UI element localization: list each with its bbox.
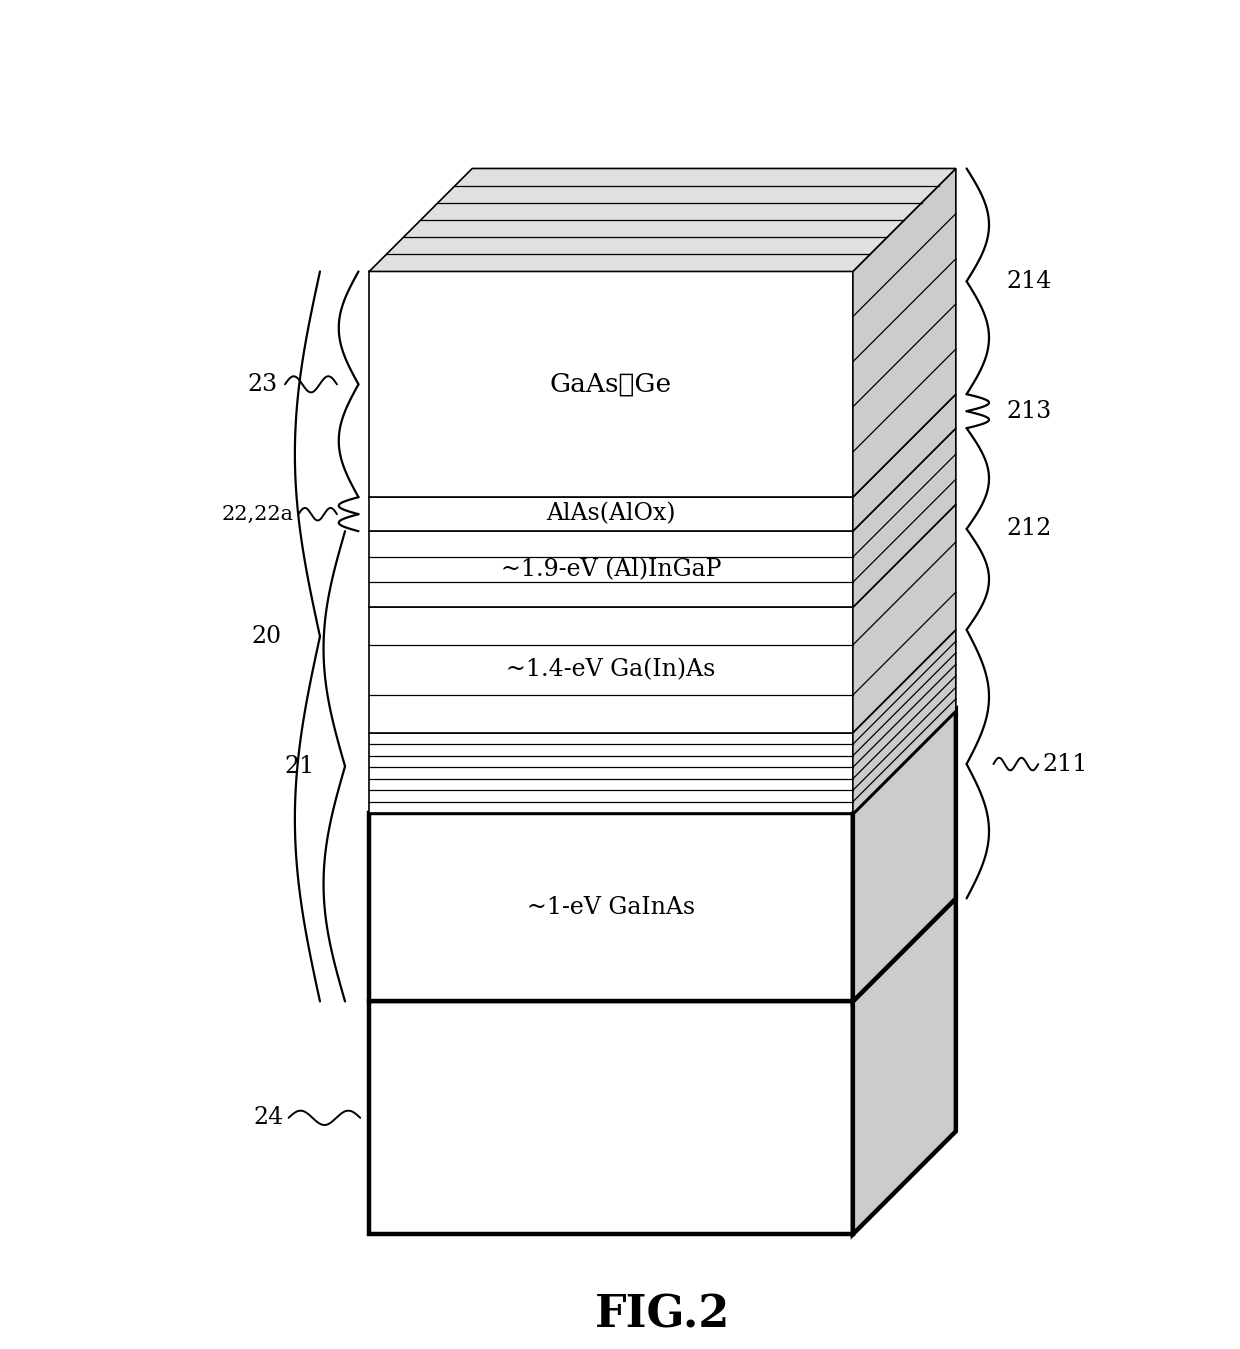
Polygon shape [370,607,853,733]
Text: 22,22a: 22,22a [221,505,293,523]
Text: ~1.4-eV Ga(In)As: ~1.4-eV Ga(In)As [506,658,715,681]
Polygon shape [853,711,956,1001]
Text: 21: 21 [284,755,315,778]
Polygon shape [370,271,853,498]
Text: 213: 213 [1007,399,1053,422]
Polygon shape [853,169,956,498]
Polygon shape [853,898,956,1234]
Text: ~1.9-eV (Al)InGaP: ~1.9-eV (Al)InGaP [501,557,722,581]
Polygon shape [370,169,956,271]
Text: 214: 214 [1007,270,1053,293]
Polygon shape [853,505,956,733]
Polygon shape [370,813,853,1001]
Text: 212: 212 [1007,518,1053,541]
Text: AlAs(AlOx): AlAs(AlOx) [547,503,676,526]
Polygon shape [370,1001,853,1234]
Text: GaAs或Ge: GaAs或Ge [551,372,672,397]
Polygon shape [370,498,853,532]
Text: 20: 20 [252,625,281,648]
Text: 24: 24 [253,1106,283,1129]
Polygon shape [853,630,956,813]
Polygon shape [370,532,853,607]
Polygon shape [853,428,956,607]
Text: 23: 23 [248,372,278,395]
Text: FIG.2: FIG.2 [595,1294,730,1337]
Text: 211: 211 [1043,753,1089,776]
Polygon shape [370,733,853,813]
Text: ~1-eV GaInAs: ~1-eV GaInAs [527,896,696,919]
Polygon shape [853,394,956,532]
